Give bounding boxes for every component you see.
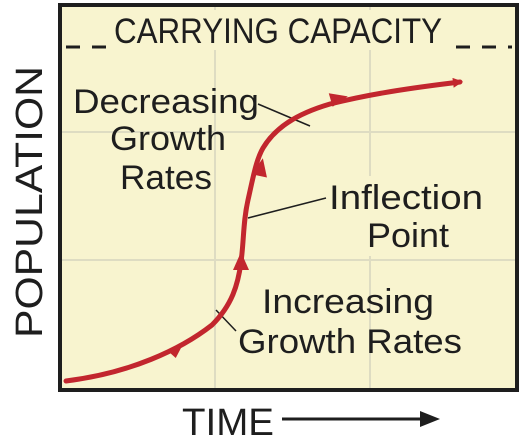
annotation-decreasing-line-1: Decreasing: [73, 83, 259, 121]
annotation-decreasing: Decreasing Growth Rates: [73, 83, 259, 197]
annotation-increasing-line-2: Growth Rates: [238, 323, 462, 361]
annotation-increasing-line-1: Increasing: [262, 283, 434, 321]
y-axis-label: POPULATION: [9, 66, 51, 338]
x-axis-arrow-icon: [282, 411, 440, 427]
x-axis-label: TIME: [182, 402, 274, 443]
curve-chevron-1: [167, 340, 185, 359]
carrying-capacity-label-bg: [106, 10, 450, 50]
annotation-inflection-bg: [328, 176, 484, 256]
annotation-inflection-line-2: Point: [367, 217, 450, 255]
annotation-decreasing-line-2: Growth: [110, 120, 226, 158]
annotation-inflection: Inflection Point: [328, 176, 484, 256]
carrying-capacity-label: CARRYING CAPACITY: [114, 12, 442, 51]
curve-chevron-4: [328, 93, 348, 107]
curve-direction-arrows: [167, 93, 348, 359]
leader-decreasing: [257, 103, 311, 127]
leader-inflection: [247, 197, 327, 219]
annotation-increasing: Increasing Growth Rates: [238, 283, 462, 361]
curve-chevron-2: [233, 252, 249, 270]
curve-chevron-3: [251, 158, 267, 178]
annotation-inflection-line-1: Inflection: [329, 179, 483, 217]
annotation-decreasing-line-3: Rates: [120, 159, 212, 197]
